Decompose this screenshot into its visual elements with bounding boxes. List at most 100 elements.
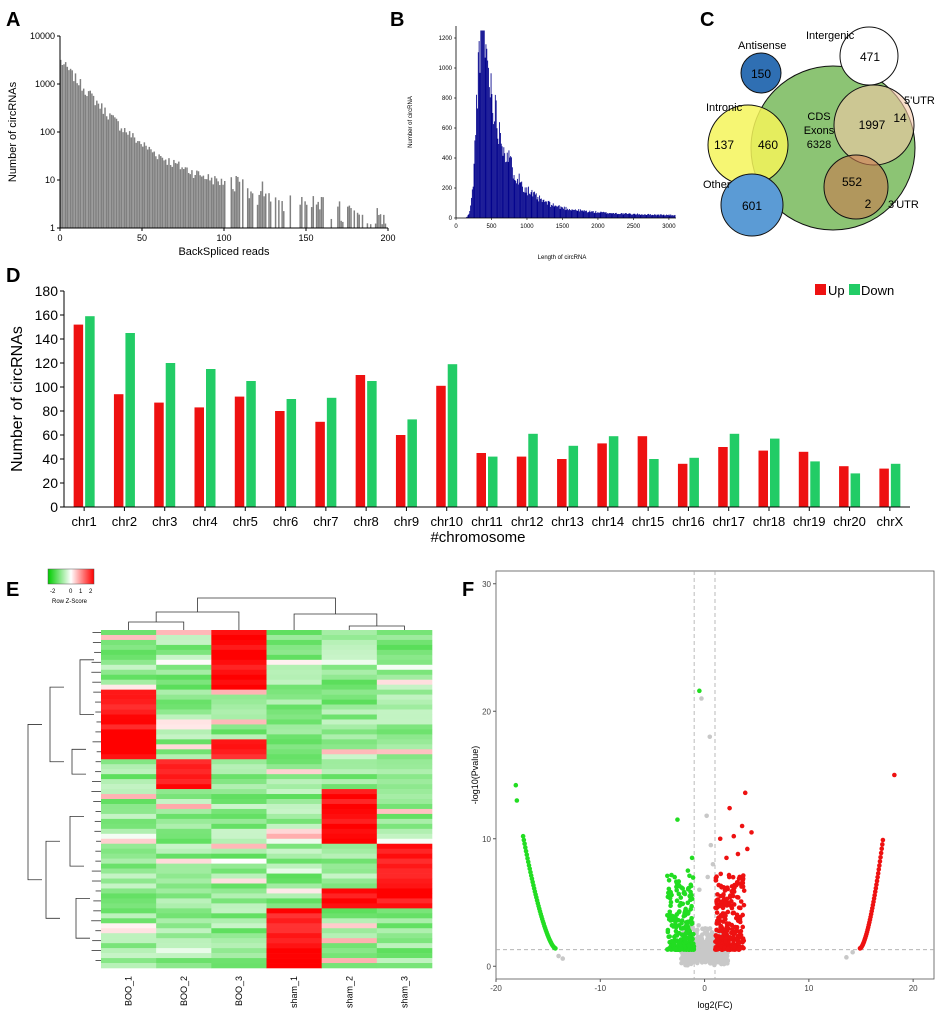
heatmap-cell bbox=[266, 679, 322, 685]
panel-b-bar bbox=[516, 183, 518, 218]
heatmap-cell bbox=[321, 913, 378, 919]
heatmap-cell bbox=[266, 799, 322, 805]
panel-b-bar bbox=[543, 199, 545, 218]
panel-a-bar bbox=[353, 210, 356, 228]
heatmap-cell bbox=[266, 823, 322, 830]
heatmap-cell bbox=[266, 704, 322, 710]
volcano-point bbox=[556, 953, 561, 959]
heatmap-cell bbox=[156, 759, 212, 765]
panel-b-bar bbox=[534, 194, 536, 218]
panel-a-bar bbox=[66, 66, 69, 228]
heatmap-cell bbox=[266, 948, 322, 954]
panel-b-bar bbox=[640, 214, 642, 218]
volcano-point bbox=[730, 935, 736, 940]
panel-d-bar-chr6-down bbox=[286, 399, 297, 507]
panel-a-bar bbox=[146, 149, 149, 228]
heatmap-cell bbox=[376, 644, 433, 651]
panel-f-x-tick-label: 10 bbox=[804, 984, 813, 993]
volcano-point bbox=[525, 859, 531, 865]
panel-a-bar bbox=[176, 163, 178, 228]
panel-a-bar bbox=[251, 193, 254, 228]
panel-b-bar bbox=[637, 214, 639, 218]
panel-a-bar bbox=[69, 68, 72, 229]
panel-a-bar bbox=[338, 201, 341, 228]
panel-b-bar bbox=[484, 57, 486, 219]
panel-d-bar-chr5-down bbox=[246, 381, 256, 507]
panel-b-bar bbox=[603, 212, 605, 218]
panel-a-bar bbox=[168, 158, 170, 228]
panel-a-bar bbox=[306, 204, 308, 228]
panel-b-bar bbox=[568, 210, 569, 218]
venn-cds-label-1: CDS bbox=[807, 111, 830, 123]
panel-b-bar bbox=[466, 216, 468, 218]
heatmap-cell bbox=[101, 664, 157, 671]
heatmap-cell bbox=[211, 684, 267, 690]
panel-d-bar-chr12-down bbox=[528, 433, 538, 507]
panel-a-bar bbox=[199, 175, 201, 228]
heatmap-cell bbox=[266, 759, 322, 765]
heatmap-cell bbox=[156, 794, 212, 800]
panel-label-e: E bbox=[6, 579, 19, 601]
panel-f-y-label: -log10(Pvalue) bbox=[470, 746, 480, 805]
panel-a-bar bbox=[82, 88, 85, 228]
panel-b-bar bbox=[599, 212, 601, 218]
panel-b-bar bbox=[646, 215, 648, 218]
heatmap-cell bbox=[321, 659, 378, 666]
heatmap-cell bbox=[266, 863, 322, 869]
panel-b-bar bbox=[641, 214, 643, 218]
panel-d-y-tick-label: 100 bbox=[35, 379, 59, 395]
heatmap-cell bbox=[211, 873, 267, 879]
heatmap-cell bbox=[266, 724, 322, 730]
volcano-point bbox=[719, 884, 724, 890]
heatmap-cell bbox=[211, 630, 267, 636]
heatmap-cell bbox=[101, 873, 157, 879]
panel-a-bar bbox=[322, 197, 324, 228]
heatmap-cell bbox=[266, 943, 322, 949]
volcano-point bbox=[702, 958, 707, 964]
panel-b-bar bbox=[653, 215, 655, 218]
heatmap-cell bbox=[266, 699, 322, 705]
panel-b-bar bbox=[481, 30, 483, 218]
volcano-point bbox=[672, 874, 677, 880]
panel-b-bar bbox=[626, 213, 627, 218]
color-key-tick-0: 0 bbox=[69, 589, 73, 595]
panel-b-bar bbox=[505, 161, 507, 218]
panel-a-bar bbox=[78, 85, 80, 229]
panel-a-bar bbox=[192, 177, 195, 228]
heatmap-cell bbox=[266, 689, 322, 695]
heatmap-cell bbox=[266, 888, 322, 894]
heatmap-cell bbox=[156, 669, 212, 676]
volcano-point bbox=[878, 854, 883, 860]
panel-d-y-tick-label: 80 bbox=[42, 403, 58, 419]
volcano-point bbox=[709, 930, 715, 935]
heatmap-cell bbox=[266, 953, 322, 959]
panel-b-bar bbox=[569, 210, 571, 218]
panel-b-x-tick-label: 1500 bbox=[556, 224, 570, 230]
heatmap-cell bbox=[211, 789, 267, 795]
heatmap-cell bbox=[376, 823, 433, 830]
panel-b-bar bbox=[563, 208, 564, 218]
volcano-point bbox=[524, 852, 530, 858]
heatmap-cell bbox=[376, 863, 433, 869]
panel-d-bar-chr11-down bbox=[488, 456, 498, 507]
volcano-point bbox=[723, 913, 728, 918]
heatmap-cell bbox=[321, 948, 378, 954]
panel-a-bar bbox=[281, 201, 283, 228]
volcano-point bbox=[683, 906, 688, 912]
panel-a-bar bbox=[376, 208, 378, 228]
panel-b-bar bbox=[652, 214, 654, 218]
panel-a-bar bbox=[263, 196, 265, 228]
heatmap-cell bbox=[101, 674, 157, 681]
panel-b-bar bbox=[615, 212, 617, 218]
panel-b-bar bbox=[508, 150, 510, 218]
volcano-point bbox=[689, 855, 695, 861]
heatmap-cell bbox=[156, 898, 212, 904]
panel-b-bar bbox=[660, 214, 662, 218]
volcano-point bbox=[731, 944, 737, 950]
panel-b-bar bbox=[648, 213, 650, 218]
panel-b-bar bbox=[502, 155, 504, 218]
row-dendrogram-branch bbox=[75, 898, 90, 939]
panel-a-x-tick-label: 0 bbox=[57, 233, 62, 243]
heatmap-cell bbox=[211, 769, 267, 775]
heatmap-cell bbox=[101, 838, 157, 845]
